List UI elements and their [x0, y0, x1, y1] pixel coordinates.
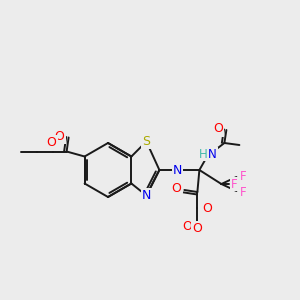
Text: N: N — [142, 189, 151, 202]
Text: O: O — [192, 221, 202, 235]
Text: O: O — [200, 202, 210, 214]
Text: F: F — [231, 178, 238, 190]
Text: O: O — [182, 220, 192, 232]
Text: N: N — [208, 148, 217, 160]
Text: O: O — [55, 130, 64, 143]
Text: H: H — [199, 148, 208, 160]
Text: F: F — [240, 169, 247, 182]
Text: S: S — [142, 135, 150, 148]
Text: O: O — [47, 136, 57, 149]
Text: F: F — [240, 185, 247, 199]
Text: N: N — [173, 164, 182, 176]
Text: O: O — [213, 122, 223, 136]
Text: O: O — [202, 202, 212, 214]
Text: O: O — [171, 182, 181, 194]
